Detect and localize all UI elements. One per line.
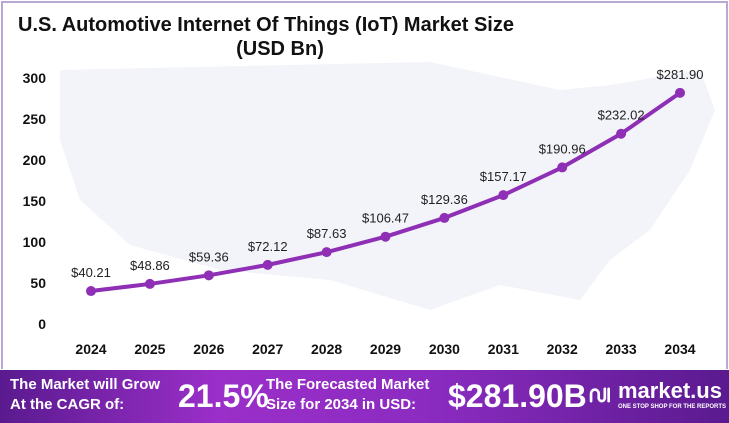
logo-text: market.us — [618, 378, 722, 403]
market-us-logo: market.us ONE STOP SHOP FOR THE REPORTS — [588, 379, 726, 411]
data-label: $157.17 — [480, 169, 527, 184]
forecast-value: $281.90B — [448, 378, 587, 414]
y-tick-label: 200 — [23, 152, 47, 168]
data-label: $72.12 — [248, 239, 288, 254]
data-label: $129.36 — [421, 192, 468, 207]
y-tick-label: 150 — [23, 193, 47, 209]
x-tick-label: 2028 — [311, 341, 342, 357]
chart-subtitle: (USD Bn) — [236, 38, 324, 60]
data-point — [203, 270, 214, 281]
data-point — [321, 247, 332, 258]
data-point — [557, 162, 568, 173]
x-tick-label: 2033 — [606, 341, 637, 357]
cagr-value: 21.5% — [178, 378, 269, 414]
x-tick-label: 2034 — [664, 341, 695, 357]
x-tick-label: 2025 — [134, 341, 165, 357]
data-label: $87.63 — [307, 226, 347, 241]
y-tick-label: 0 — [38, 316, 46, 332]
data-label: $190.96 — [539, 141, 586, 156]
x-tick-label: 2029 — [370, 341, 401, 357]
data-label: $232.02 — [598, 108, 645, 123]
summary-banner: The Market will Grow At the CAGR of: 21.5… — [0, 370, 729, 423]
logo-tagline: ONE STOP SHOP FOR THE REPORTS — [618, 404, 727, 410]
data-point — [675, 87, 685, 98]
line-chart: 0 50 100 150 200 250 300 2024 2025 2026 2027 2028 20… — [23, 62, 715, 357]
x-tick-label: 2030 — [429, 341, 460, 357]
data-label: $59.36 — [189, 249, 229, 264]
y-tick-label: 300 — [23, 70, 47, 86]
data-label: $281.90 — [657, 67, 704, 82]
x-tick-label: 2026 — [193, 341, 224, 357]
y-tick-label: 50 — [30, 275, 46, 291]
data-point — [439, 212, 450, 223]
data-point — [144, 278, 155, 289]
x-tick-label: 2024 — [75, 341, 106, 357]
data-point — [262, 259, 273, 270]
x-tick-label: 2027 — [252, 341, 283, 357]
chart-title: U.S. Automotive Internet Of Things (IoT)… — [18, 14, 514, 36]
x-tick-label: 2031 — [488, 341, 519, 357]
us-map-watermark — [60, 62, 715, 310]
x-tick-label: 2032 — [547, 341, 578, 357]
data-point — [498, 190, 509, 201]
chart-frame — [1, 1, 728, 369]
data-label: $106.47 — [362, 211, 409, 226]
data-label: $40.21 — [71, 265, 111, 280]
y-tick-label: 100 — [23, 234, 47, 250]
cagr-label: The Market will Grow At the CAGR of: — [10, 376, 161, 413]
data-point — [380, 231, 391, 242]
data-point — [86, 286, 96, 297]
y-tick-label: 250 — [23, 111, 47, 127]
logo-icon — [589, 387, 610, 403]
forecast-label: The Forecasted Market Size for 2034 in US… — [266, 376, 430, 413]
data-label: $48.86 — [130, 258, 170, 273]
data-point — [616, 128, 627, 139]
